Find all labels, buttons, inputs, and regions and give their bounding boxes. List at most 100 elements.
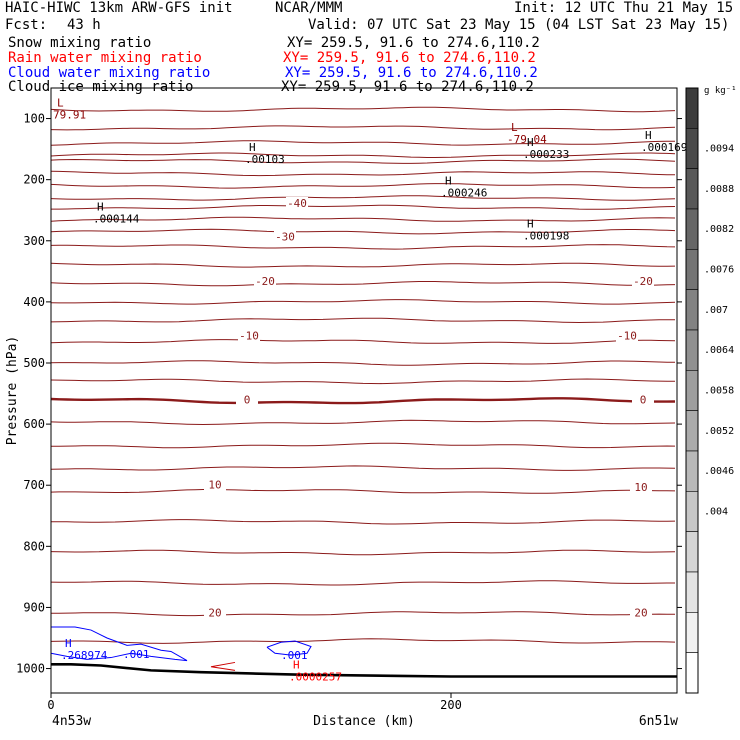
isotherm-line xyxy=(50,339,676,344)
x-endpoint-left: 4n53w xyxy=(52,714,91,729)
isotherm-line xyxy=(50,519,676,525)
extremum-value: 79.91 xyxy=(53,108,86,121)
temperature-contour-label: 20 xyxy=(634,606,647,619)
x-endpoint-right: 6n51w xyxy=(639,714,678,729)
isotherm-line xyxy=(50,183,676,189)
fcst-label: Fcst: xyxy=(5,17,48,33)
colorbar-tick-label: .0088 xyxy=(704,184,734,195)
y-tick-label: 1000 xyxy=(16,662,45,676)
contour-label-bg xyxy=(616,329,638,342)
contour-label-bg xyxy=(238,329,260,342)
isotherm-line xyxy=(50,549,676,556)
temperature-contour-label: 0 xyxy=(640,394,647,407)
y-tick-label: 700 xyxy=(23,478,45,492)
isotherm-line xyxy=(50,317,675,324)
extremum-symbol: L xyxy=(511,121,518,134)
colorbar-tick-label: .0082 xyxy=(704,224,734,235)
temperature-contour-label: 10 xyxy=(634,481,647,494)
temperature-contour-label: -10 xyxy=(239,330,259,343)
field-name-cloud-water: Cloud water mixing ratio xyxy=(8,65,211,81)
field-name-cloud-ice: Cloud ice mixing ratio xyxy=(8,79,194,95)
colorbar-unit: g kg⁻¹ xyxy=(704,86,737,96)
isotherm-line xyxy=(50,262,676,268)
extremum-symbol: H xyxy=(527,136,534,149)
colorbar-swatch xyxy=(685,491,699,532)
colorbar-swatch xyxy=(685,208,699,250)
init-time: Init: 12 UTC Thu 21 May 15 xyxy=(514,0,734,16)
isotherm-line xyxy=(50,170,676,177)
extremum-value: .268974 xyxy=(61,649,108,662)
extremum-symbol: L xyxy=(57,96,64,109)
contour-label-bg xyxy=(204,606,226,619)
extremum-symbol: H xyxy=(249,141,256,154)
contour-label-bg xyxy=(204,478,226,491)
colorbar-swatch xyxy=(685,329,699,371)
colorbar-frame xyxy=(685,87,699,694)
isotherm-line xyxy=(50,465,676,471)
y-tick-label: 500 xyxy=(23,356,45,370)
isotherm-line xyxy=(51,442,676,449)
colorbar-tick-label: .0076 xyxy=(704,265,734,276)
colorbar-tick-label: .0058 xyxy=(704,386,734,397)
extremum-symbol: H xyxy=(445,175,452,188)
colorbar-swatch xyxy=(685,571,699,613)
colorbar-swatch xyxy=(685,410,699,452)
isotherm-line xyxy=(50,489,676,494)
contour-label-bg xyxy=(286,196,308,209)
plot-frame xyxy=(50,87,678,694)
temperature-contour-label: -20 xyxy=(255,275,275,288)
isotherm-line xyxy=(50,228,676,235)
isotherm-line xyxy=(50,360,676,366)
field-name-rain: Rain water mixing ratio xyxy=(8,50,202,66)
colorbar-swatch xyxy=(685,531,699,573)
colorbar-tick-label: .0052 xyxy=(704,426,734,437)
temperature-contour-label: -40 xyxy=(287,197,307,210)
contour-label-bg xyxy=(632,275,654,288)
colorbar-swatch xyxy=(685,450,699,492)
colorbar-tick-label: .0046 xyxy=(704,466,734,477)
title-mid: NCAR/MMM xyxy=(275,0,343,16)
extremum-value: .001 xyxy=(123,648,150,661)
extremum-value: -79.04 xyxy=(507,133,547,146)
isotherm-line xyxy=(51,204,676,210)
extremum-value: .000169 xyxy=(641,141,687,154)
field-xy-cloud-water: XY= 259.5, 91.6 to 274.6,110.2 xyxy=(285,65,538,81)
contour-label-bg xyxy=(630,606,652,619)
extremum-value: .000198 xyxy=(523,229,569,242)
colorbar-tick-label: .0064 xyxy=(704,345,734,356)
contour-label-bg xyxy=(254,275,276,288)
isotherm-line xyxy=(50,638,676,644)
isotherm-line xyxy=(50,397,676,405)
field-xy-cloud-ice: XY= 259.5, 91.6 to 274.6,110.2 xyxy=(281,79,534,95)
colorbar-swatch xyxy=(685,289,699,331)
isotherm-line xyxy=(50,195,676,201)
extremum-value: .000246 xyxy=(441,187,487,200)
temperature-contour-label: -30 xyxy=(275,231,295,244)
contour-label-bg xyxy=(274,230,296,243)
temperature-contour-label: 10 xyxy=(208,479,221,492)
isotherm-line xyxy=(50,152,676,158)
extremum-symbol: H xyxy=(527,217,534,230)
temperature-contour-label: 0 xyxy=(244,394,251,407)
isotherm-line xyxy=(50,140,675,146)
extremum-symbol: H xyxy=(293,659,300,672)
title-left: HAIC-HIWC 13km ARW-GFS init xyxy=(5,0,233,16)
y-axis-label: Pressure (hPa) xyxy=(5,336,20,446)
extremum-symbol: H xyxy=(97,200,104,213)
extremum-symbol: H xyxy=(645,129,652,142)
isotherm-line xyxy=(50,378,675,385)
contour-label-bg xyxy=(236,393,258,406)
extremum-value: .0000257 xyxy=(289,671,342,684)
temperature-contour-label: -20 xyxy=(633,275,653,288)
isotherm-line xyxy=(51,611,676,617)
isotherm-line xyxy=(50,216,676,222)
field-xy-snow: XY= 259.5, 91.6 to 274.6,110.2 xyxy=(287,35,540,51)
x-axis-label: Distance (km) xyxy=(313,714,415,729)
extremum-value: .00103 xyxy=(245,153,285,166)
isotherm-line xyxy=(50,281,676,287)
y-tick-label: 600 xyxy=(23,417,45,431)
cloud-water-contour xyxy=(50,626,188,662)
isotherm-line xyxy=(50,580,675,586)
colorbar-swatch xyxy=(685,249,699,290)
